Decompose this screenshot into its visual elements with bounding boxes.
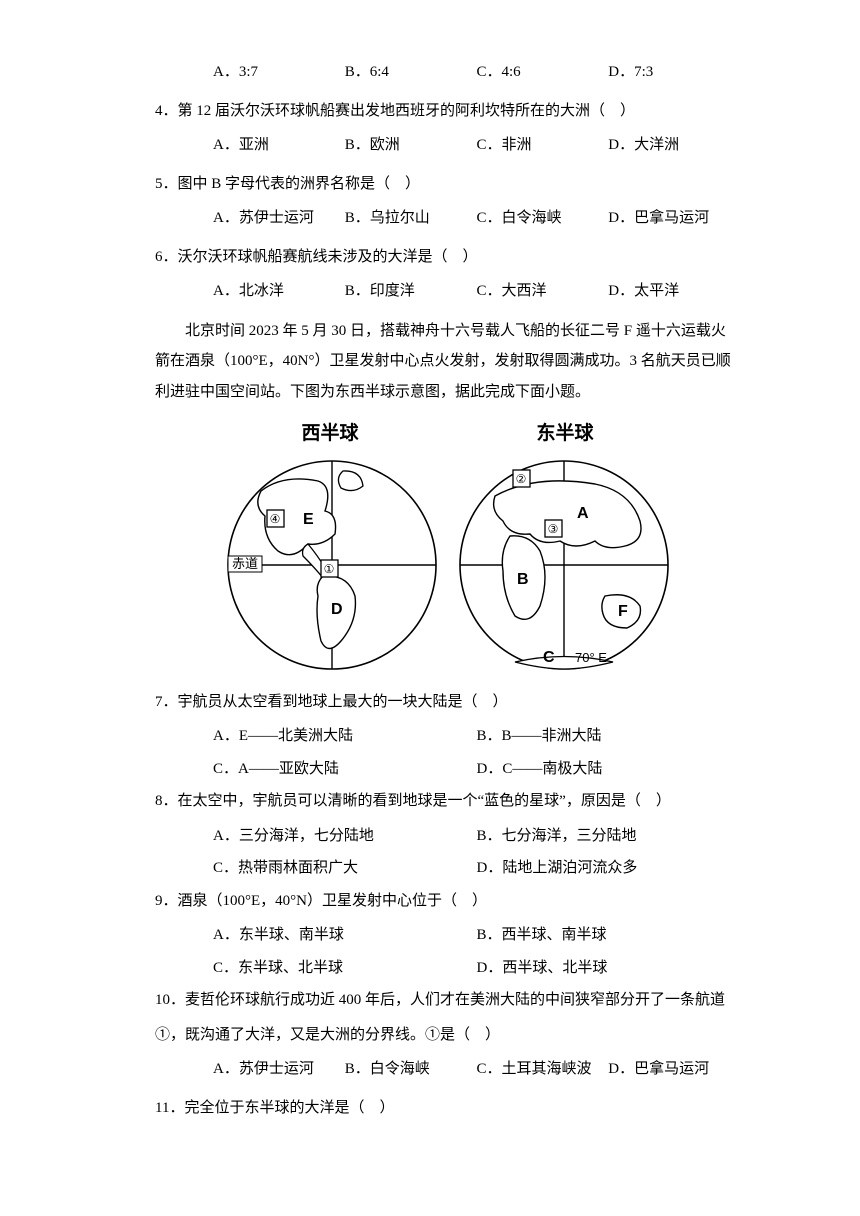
q7-options: A．E——北美洲大陆B．B——非洲大陆 C．A——亚欧大陆D．C——南极大陆 (213, 722, 740, 783)
q3-opt-d: D．7:3 (608, 58, 740, 87)
q7: 7．宇航员从太空看到地球上最大的一块大陆是（ ） (155, 688, 740, 717)
q7-opt-c: C．A——亚欧大陆 (213, 755, 477, 784)
q4-opt-a: A．亚洲 (213, 131, 345, 160)
q5-opt-b: B．乌拉尔山 (345, 204, 477, 233)
q9-opt-d: D．西半球、北半球 (477, 954, 741, 983)
q10-line1: 10．麦哲伦环球航行成功近 400 年后，人们才在美洲大陆的中间狭窄部分开了一条… (155, 986, 740, 1015)
q8-opt-d: D．陆地上湖泊河流众多 (477, 854, 741, 883)
q10-opt-c: C．土耳其海峡波 (477, 1055, 609, 1084)
q9-opt-c: C．东半球、北半球 (213, 954, 477, 983)
q8-opt-b: B．七分海洋，三分陆地 (477, 822, 741, 851)
q8-opt-a: A．三分海洋，七分陆地 (213, 822, 477, 851)
q5-opt-c: C．白令海峡 (477, 204, 609, 233)
q10-options: A．苏伊士运河 B．白令海峡 C．土耳其海峡波 D．巴拿马运河 (213, 1055, 740, 1084)
box-2: ② (515, 472, 526, 486)
equator-label: 赤道 (231, 556, 257, 571)
context-paragraph: 北京时间 2023 年 5 月 30 日，搭载神舟十六号载人飞船的长征二号 F … (155, 316, 740, 408)
letter-b: B (517, 571, 529, 588)
letter-c: C (543, 649, 555, 666)
q5-options: A．苏伊士运河 B．乌拉尔山 C．白令海峡 D．巴拿马运河 (213, 204, 740, 233)
q6-opt-b: B．印度洋 (345, 277, 477, 306)
q10-line2: ①，既沟通了大洋，又是大洲的分界线。①是（ ） (155, 1021, 740, 1050)
q4-opt-d: D．大洋洲 (608, 131, 740, 160)
letter-e: E (303, 511, 314, 528)
q6-options: A．北冰洋 B．印度洋 C．大西洋 D．太平洋 (213, 277, 740, 306)
q3-opt-a: A．3:7 (213, 58, 345, 87)
q4-options: A．亚洲 B．欧洲 C．非洲 D．大洋洲 (213, 131, 740, 160)
q9-opt-a: A．东半球、南半球 (213, 921, 477, 950)
q4-opt-b: B．欧洲 (345, 131, 477, 160)
q7-opt-b: B．B——非洲大陆 (477, 722, 741, 751)
q7-stem: 7．宇航员从太空看到地球上最大的一块大陆是（ ） (155, 694, 508, 710)
hemisphere-figure: 西半球 东半球 ④ E ① D 赤 (155, 416, 740, 674)
q10-opt-a: A．苏伊士运河 (213, 1055, 345, 1084)
q6-opt-d: D．太平洋 (608, 277, 740, 306)
q10-opt-d: D．巴拿马运河 (608, 1055, 740, 1084)
box-3: ③ (547, 522, 558, 536)
lon-70e-label: 70° E (575, 650, 607, 665)
q7-opt-a: A．E——北美洲大陆 (213, 722, 477, 751)
q6-stem: 6．沃尔沃环球帆船赛航线未涉及的大洋是（ ） (155, 249, 478, 265)
q8-stem: 8．在太空中，宇航员可以清晰的看到地球是一个“蓝色的星球”，原因是（ ） (155, 793, 671, 809)
q5-opt-d: D．巴拿马运河 (608, 204, 740, 233)
q10-stem1: 10．麦哲伦环球航行成功近 400 年后，人们才在美洲大陆的中间狭窄部分开了一条… (155, 992, 725, 1008)
q7-opt-d: D．C——南极大陆 (477, 755, 741, 784)
west-hemisphere-label: 西半球 (301, 416, 358, 452)
q6: 6．沃尔沃环球帆船赛航线未涉及的大洋是（ ） (155, 243, 740, 272)
q3-options: A．3:7 B．6:4 C．4:6 D．7:3 (213, 58, 740, 87)
q8-options: A．三分海洋，七分陆地B．七分海洋，三分陆地 C．热带雨林面积广大D．陆地上湖泊… (213, 822, 740, 883)
q9-stem: 9．酒泉（100°E，40°N）卫星发射中心位于（ ） (155, 893, 487, 909)
q9-opt-b: B．西半球、南半球 (477, 921, 741, 950)
letter-d: D (331, 601, 343, 618)
box-4: ④ (269, 512, 280, 526)
q11-stem: 11．完全位于东半球的大洋是（ ） (155, 1100, 394, 1116)
q4-stem: 4．第 12 届沃尔沃环球帆船赛出发地西班牙的阿利坎特所在的大洲（ ） (155, 103, 635, 119)
q5: 5．图中 B 字母代表的洲界名称是（ ） (155, 170, 740, 199)
q3-opt-c: C．4:6 (477, 58, 609, 87)
q6-opt-a: A．北冰洋 (213, 277, 345, 306)
east-globe: ② ③ A B F C 70° E (455, 456, 673, 674)
q10-stem2: ①，既沟通了大洋，又是大洲的分界线。①是（ ） (155, 1027, 500, 1043)
letter-a: A (577, 505, 589, 522)
q5-opt-a: A．苏伊士运河 (213, 204, 345, 233)
box-1: ① (323, 562, 334, 576)
q9: 9．酒泉（100°E，40°N）卫星发射中心位于（ ） (155, 887, 740, 916)
q8: 8．在太空中，宇航员可以清晰的看到地球是一个“蓝色的星球”，原因是（ ） (155, 787, 740, 816)
q10-opt-b: B．白令海峡 (345, 1055, 477, 1084)
q6-opt-c: C．大西洋 (477, 277, 609, 306)
q8-opt-c: C．热带雨林面积广大 (213, 854, 477, 883)
q5-stem: 5．图中 B 字母代表的洲界名称是（ ） (155, 176, 420, 192)
q4: 4．第 12 届沃尔沃环球帆船赛出发地西班牙的阿利坎特所在的大洲（ ） (155, 97, 740, 126)
q3-opt-b: B．6:4 (345, 58, 477, 87)
q9-options: A．东半球、南半球B．西半球、南半球 C．东半球、北半球D．西半球、北半球 (213, 921, 740, 982)
letter-f: F (618, 603, 628, 620)
east-hemisphere-label: 东半球 (536, 416, 593, 452)
q4-opt-c: C．非洲 (477, 131, 609, 160)
q11: 11．完全位于东半球的大洋是（ ） (155, 1094, 740, 1123)
west-globe: ④ E ① D 赤道 (223, 456, 441, 674)
